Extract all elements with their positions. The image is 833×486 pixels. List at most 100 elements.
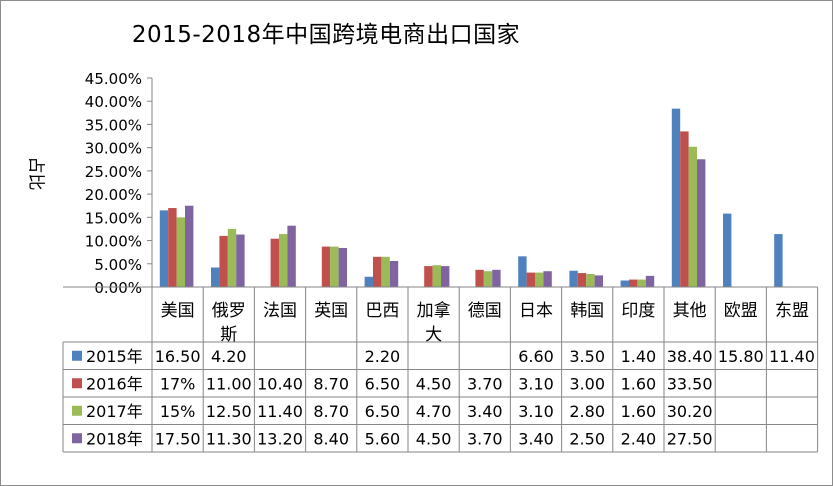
- table-cell-value: 11.40: [257, 402, 303, 421]
- bar: [381, 256, 390, 287]
- bar: [432, 265, 441, 287]
- bar: [774, 234, 783, 287]
- table-cell-value: 16.50: [155, 347, 201, 366]
- bar: [680, 131, 689, 287]
- table-cell-value: 4.50: [416, 374, 452, 393]
- bar: [723, 213, 732, 287]
- table-cell-value: 13.20: [257, 429, 303, 448]
- bar: [629, 279, 638, 287]
- bar: [338, 247, 347, 287]
- legend-label: 2017年: [86, 402, 143, 421]
- bar: [227, 228, 237, 287]
- bar: [594, 275, 603, 287]
- bar: [211, 267, 220, 287]
- table-cell-value: 3.70: [467, 374, 503, 393]
- bar: [330, 246, 339, 287]
- chart-title: 2015-2018年中国跨境电商出口国家: [131, 22, 521, 48]
- table-cell-value: 8.70: [313, 374, 349, 393]
- bar: [569, 270, 578, 287]
- bar: [543, 271, 552, 287]
- table-cell-value: 4.50: [416, 429, 452, 448]
- bar: [526, 272, 535, 287]
- y-tick-label: 0.00%: [94, 279, 142, 297]
- bar: [697, 159, 706, 287]
- table-cell-value: 10.40: [257, 374, 303, 393]
- legend-label: 2018年: [86, 429, 143, 448]
- table-cell-value: 1.60: [621, 402, 657, 421]
- bar: [475, 269, 484, 287]
- table-cell-value: 8.70: [313, 402, 349, 421]
- table-cell-value: 3.10: [518, 374, 554, 393]
- y-tick-label: 25.00%: [85, 163, 142, 181]
- legend-swatch: [72, 405, 82, 416]
- bar: [671, 108, 681, 287]
- bar: [159, 210, 169, 287]
- table-cell-value: 12.50: [206, 402, 252, 421]
- table-cell-value: 15%: [160, 402, 196, 421]
- bar: [389, 260, 399, 287]
- table-cell-value: 2.50: [569, 429, 605, 448]
- bar: [279, 234, 288, 287]
- x-category-label: 巴西: [365, 301, 399, 321]
- legend-label: 2015年: [86, 347, 143, 366]
- bar: [185, 205, 194, 287]
- bar: [424, 266, 433, 287]
- table-cell-value: 6.50: [365, 402, 401, 421]
- table-cell-value: 2.40: [621, 429, 657, 448]
- table-cell-value: 8.40: [313, 429, 349, 448]
- table-cell-value: 11.40: [769, 347, 815, 366]
- bar: [219, 235, 228, 287]
- bar: [168, 208, 177, 287]
- table-cell-value: 4.70: [416, 402, 452, 421]
- table-cell-value: 11.30: [206, 429, 252, 448]
- bar: [645, 275, 655, 287]
- y-tick-label: 15.00%: [85, 209, 142, 227]
- legend-swatch: [72, 433, 82, 444]
- legend-swatch: [72, 350, 82, 361]
- y-tick-label: 45.00%: [85, 70, 142, 88]
- table-cell-value: 1.40: [621, 347, 657, 366]
- bar: [586, 273, 595, 287]
- bar: [483, 271, 493, 287]
- x-category-label: 韩国: [570, 301, 604, 321]
- bar: [577, 273, 587, 287]
- x-category-label: 印度: [621, 301, 655, 321]
- y-tick-label: 40.00%: [85, 93, 142, 111]
- table-cell-value: 4.20: [211, 347, 247, 366]
- bar: [236, 234, 245, 287]
- table-cell-value: 2.80: [569, 402, 605, 421]
- bar: [441, 266, 450, 287]
- table-cell-value: 6.60: [518, 347, 554, 366]
- x-category-label: 英国: [314, 301, 348, 321]
- x-category-label: 加拿大: [417, 300, 451, 345]
- legend-swatch: [72, 378, 82, 389]
- table-cell-value: 38.40: [667, 347, 713, 366]
- table-cell-value: 2.20: [365, 347, 401, 366]
- table-cell-value: 1.60: [621, 374, 657, 393]
- table-cell-value: 11.00: [206, 374, 252, 393]
- table-cell-value: 5.60: [365, 429, 401, 448]
- table-cell-value: 3.40: [518, 429, 554, 448]
- x-category-label: 欧盟: [724, 301, 758, 321]
- y-tick-label: 30.00%: [85, 140, 142, 158]
- legend-label: 2016年: [86, 374, 143, 393]
- x-category-label: 东盟: [775, 301, 809, 321]
- table-cell-value: 3.00: [569, 374, 605, 393]
- x-category-label: 美国: [161, 301, 195, 321]
- bar: [287, 225, 296, 287]
- bar: [364, 276, 373, 287]
- y-tick-label: 10.00%: [85, 233, 142, 251]
- bar: [270, 238, 279, 287]
- bar: [637, 279, 646, 287]
- x-category-label: 俄罗斯: [212, 301, 246, 345]
- bar: [535, 272, 544, 287]
- table-cell-value: 3.40: [467, 402, 503, 421]
- x-category-label: 其他: [673, 301, 707, 321]
- table-cell-value: 30.20: [667, 402, 713, 421]
- table-cell-value: 17%: [160, 374, 196, 393]
- x-category-label: 德国: [468, 301, 502, 321]
- table-cell-value: 3.10: [518, 402, 554, 421]
- table-cell-value: 3.70: [467, 429, 503, 448]
- bar: [492, 269, 501, 287]
